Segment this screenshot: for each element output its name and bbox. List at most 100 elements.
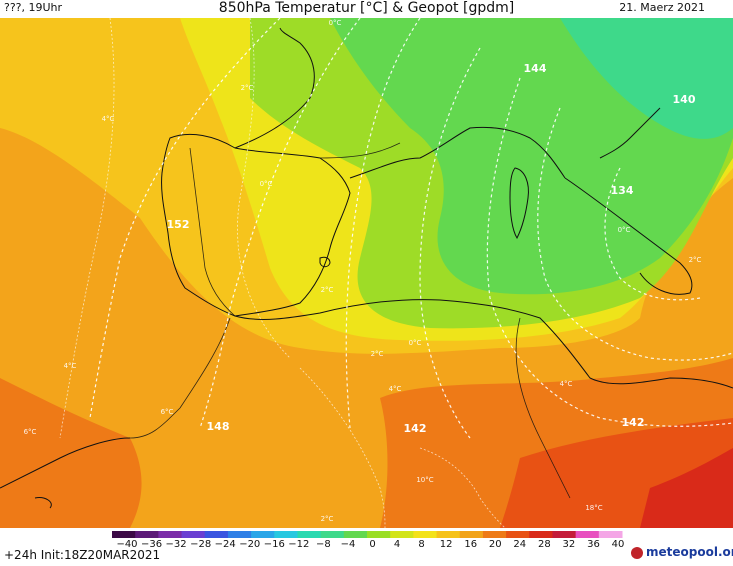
algeria-tunisia-border xyxy=(515,317,571,499)
contour-134 xyxy=(604,167,701,301)
colorbar-tick-label: 36 xyxy=(587,539,600,548)
colorbar-tick-label: 32 xyxy=(563,539,576,548)
temp-label-6-a: 6°C xyxy=(24,428,37,436)
weather-map: 152 148 144 142 142 140 134 0°C 0°C 0°C … xyxy=(0,18,733,528)
colorbar-tick-label: 40 xyxy=(612,539,625,548)
colorbar-segment xyxy=(575,531,600,538)
temp-label-2-b: 2°C xyxy=(321,286,334,294)
temp-label-2-c: 2°C xyxy=(371,350,384,358)
france-atlantic-coast xyxy=(234,27,315,149)
italy-coast xyxy=(564,177,693,295)
contour-140 xyxy=(537,107,733,361)
geopot-label-142-east: 142 xyxy=(622,416,645,429)
colorbar-tick-label: −16 xyxy=(264,539,285,548)
morocco-border xyxy=(129,317,231,439)
spain-portugal-border xyxy=(189,147,236,317)
colorbar-tick-label: −12 xyxy=(288,539,309,548)
adriatic-coast xyxy=(599,107,661,159)
colorbar-segment xyxy=(181,531,206,538)
temp-band-hottest xyxy=(640,448,733,528)
meteopool-logo-icon xyxy=(631,547,643,559)
colorbar-tick-label: −20 xyxy=(239,539,260,548)
temp-label-4-d: 4°C xyxy=(560,380,573,388)
temp-label-6-b: 6°C xyxy=(161,408,174,416)
isotherm-4 xyxy=(59,18,115,439)
geopot-label-140: 140 xyxy=(673,93,696,106)
temp-label-0-b: 0°C xyxy=(260,180,273,188)
isotherm-2 xyxy=(237,18,291,359)
colorbar-segment xyxy=(459,531,484,538)
contour-152 xyxy=(89,18,281,419)
temp-label-10: 10°C xyxy=(416,476,433,484)
geopot-label-142-west: 142 xyxy=(404,422,427,435)
colorbar-segment xyxy=(343,531,368,538)
colorbar-segment xyxy=(367,531,391,538)
geopot-label-148: 148 xyxy=(207,420,230,433)
temp-label-4-c: 4°C xyxy=(389,385,402,393)
colorbar-segment xyxy=(390,531,414,538)
colorbar: −40 −36 −32 −28 −24 −20 −16 −12 −8 −4 0 4 8 12 16 20 24 2… xyxy=(112,531,625,548)
colorbar-segment xyxy=(413,531,438,538)
colorbar-tick-label: 4 xyxy=(394,539,400,548)
colorbar-segment xyxy=(320,531,345,538)
west-africa-coast xyxy=(0,437,131,489)
colorbar-tick-label: 0 xyxy=(369,539,375,548)
temp-label-0-a: 0°C xyxy=(329,19,342,27)
colorbar-segment xyxy=(506,531,530,538)
colorbar-tick-label: 12 xyxy=(440,539,453,548)
isotherm-10 xyxy=(419,447,506,528)
brand-label: meteopool.org xyxy=(646,545,733,559)
north-africa-coast xyxy=(234,299,733,389)
geopot-label-134: 134 xyxy=(611,184,634,197)
chart-title: 850hPa Temperatur [°C] & Geopot [gpdm] xyxy=(218,0,515,16)
colorbar-segment xyxy=(251,531,275,538)
pyrenees-border xyxy=(319,142,401,159)
colorbar-segment xyxy=(204,531,229,538)
temp-label-2-d: 2°C xyxy=(689,256,702,264)
colorbar-tick-label: 20 xyxy=(489,539,502,548)
isotherm-6 xyxy=(299,367,386,528)
colorbar-tick-label: 24 xyxy=(513,539,526,548)
geopot-label-152: 152 xyxy=(167,218,190,231)
colorbar-tick-label: 8 xyxy=(418,539,424,548)
colorbar-segment xyxy=(482,531,507,538)
colorbar-tick-label: −36 xyxy=(141,539,162,548)
init-label: +24h Init:18Z20MAR2021 xyxy=(4,548,161,562)
contour-148 xyxy=(199,18,361,429)
colorbar-tick-label: 28 xyxy=(538,539,551,548)
colorbar-tick-label: −24 xyxy=(215,539,236,548)
contour-146 xyxy=(345,18,421,429)
colorbar-segment xyxy=(552,531,577,538)
colorbar-segment xyxy=(598,531,623,538)
colorbar-tick-label: −40 xyxy=(116,539,137,548)
canary-islands xyxy=(34,497,52,509)
gulf-of-lion-coast xyxy=(349,126,566,179)
temp-band-coldest xyxy=(560,18,733,139)
geopotential-contours xyxy=(89,18,733,439)
run-label: ???, 19Uhr xyxy=(4,1,63,14)
temp-label-18: 18°C xyxy=(585,504,602,512)
colorbar-tick-label: 16 xyxy=(464,539,477,548)
colorbar-tick-label: −4 xyxy=(341,539,356,548)
colorbar-tick-label: −28 xyxy=(190,539,211,548)
colorbar-segment xyxy=(297,531,322,538)
country-borders xyxy=(129,142,571,499)
isotherms xyxy=(59,18,506,528)
temp-label-2-a: 2°C xyxy=(241,84,254,92)
sardinia-corsica xyxy=(509,167,529,240)
colorbar-segment xyxy=(436,531,461,538)
colorbar-tick-label: −32 xyxy=(166,539,187,548)
contour-144 xyxy=(419,47,481,439)
chart-header: ???, 19Uhr 850hPa Temperatur [°C] & Geop… xyxy=(0,0,733,18)
map-canvas: 152 148 144 142 142 140 134 0°C 0°C 0°C … xyxy=(0,18,733,528)
colorbar-segment xyxy=(274,531,298,538)
colorbar-segment xyxy=(112,531,136,538)
colorbar-segment xyxy=(227,531,252,538)
geopot-label-144: 144 xyxy=(524,62,547,75)
chart-footer: −40 −36 −32 −28 −24 −20 −16 −12 −8 −4 0 4 8 12 16 20 24 2… xyxy=(0,528,733,566)
temp-label-2-e: 2°C xyxy=(321,515,334,523)
contour-142 xyxy=(486,77,733,427)
temp-label-4-a: 4°C xyxy=(102,115,115,123)
balearic-islands xyxy=(319,256,331,268)
colorbar-segment xyxy=(529,531,553,538)
